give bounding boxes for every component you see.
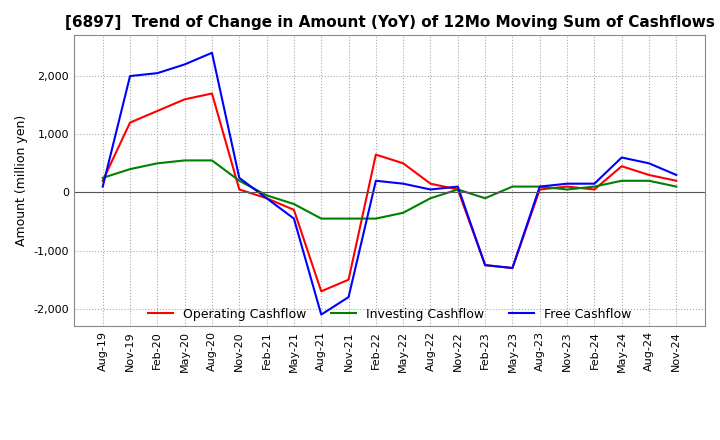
Free Cashflow — [617, 155, 626, 160]
Investing Cashflow — [126, 166, 135, 172]
Operating Cashflow — [180, 97, 189, 102]
Free Cashflow — [536, 184, 544, 189]
Operating Cashflow — [481, 263, 490, 268]
Legend: Operating Cashflow, Investing Cashflow, Free Cashflow: Operating Cashflow, Investing Cashflow, … — [143, 303, 636, 326]
Operating Cashflow — [207, 91, 216, 96]
Free Cashflow — [207, 50, 216, 55]
Free Cashflow — [508, 265, 517, 271]
Investing Cashflow — [372, 216, 380, 221]
Title: [6897]  Trend of Change in Amount (YoY) of 12Mo Moving Sum of Cashflows: [6897] Trend of Change in Amount (YoY) o… — [65, 15, 714, 30]
Operating Cashflow — [536, 187, 544, 192]
Investing Cashflow — [153, 161, 162, 166]
Investing Cashflow — [644, 178, 653, 183]
Investing Cashflow — [99, 175, 107, 180]
Investing Cashflow — [317, 216, 325, 221]
Investing Cashflow — [207, 158, 216, 163]
Investing Cashflow — [426, 196, 435, 201]
Operating Cashflow — [399, 161, 408, 166]
Free Cashflow — [317, 312, 325, 317]
Investing Cashflow — [262, 193, 271, 198]
Operating Cashflow — [289, 207, 298, 213]
Free Cashflow — [372, 178, 380, 183]
Operating Cashflow — [508, 265, 517, 271]
Operating Cashflow — [590, 187, 599, 192]
Operating Cashflow — [563, 184, 572, 189]
Operating Cashflow — [317, 289, 325, 294]
Operating Cashflow — [644, 172, 653, 178]
Y-axis label: Amount (million yen): Amount (million yen) — [15, 115, 28, 246]
Free Cashflow — [235, 175, 243, 180]
Investing Cashflow — [180, 158, 189, 163]
Free Cashflow — [481, 263, 490, 268]
Operating Cashflow — [344, 277, 353, 282]
Operating Cashflow — [153, 108, 162, 114]
Free Cashflow — [590, 181, 599, 186]
Investing Cashflow — [344, 216, 353, 221]
Investing Cashflow — [536, 184, 544, 189]
Free Cashflow — [99, 184, 107, 189]
Operating Cashflow — [99, 178, 107, 183]
Operating Cashflow — [126, 120, 135, 125]
Operating Cashflow — [235, 187, 243, 192]
Line: Operating Cashflow: Operating Cashflow — [103, 94, 676, 291]
Operating Cashflow — [617, 164, 626, 169]
Free Cashflow — [126, 73, 135, 79]
Investing Cashflow — [289, 202, 298, 207]
Investing Cashflow — [454, 187, 462, 192]
Operating Cashflow — [454, 187, 462, 192]
Investing Cashflow — [617, 178, 626, 183]
Operating Cashflow — [262, 196, 271, 201]
Operating Cashflow — [372, 152, 380, 157]
Free Cashflow — [262, 196, 271, 201]
Free Cashflow — [180, 62, 189, 67]
Investing Cashflow — [672, 184, 680, 189]
Investing Cashflow — [508, 184, 517, 189]
Free Cashflow — [454, 184, 462, 189]
Free Cashflow — [644, 161, 653, 166]
Line: Free Cashflow: Free Cashflow — [103, 53, 676, 315]
Free Cashflow — [672, 172, 680, 178]
Free Cashflow — [289, 216, 298, 221]
Investing Cashflow — [563, 187, 572, 192]
Free Cashflow — [426, 187, 435, 192]
Free Cashflow — [563, 181, 572, 186]
Investing Cashflow — [399, 210, 408, 216]
Investing Cashflow — [590, 184, 599, 189]
Free Cashflow — [344, 294, 353, 300]
Investing Cashflow — [235, 178, 243, 183]
Free Cashflow — [153, 70, 162, 76]
Line: Investing Cashflow: Investing Cashflow — [103, 161, 676, 219]
Operating Cashflow — [426, 181, 435, 186]
Operating Cashflow — [672, 178, 680, 183]
Free Cashflow — [399, 181, 408, 186]
Investing Cashflow — [481, 196, 490, 201]
